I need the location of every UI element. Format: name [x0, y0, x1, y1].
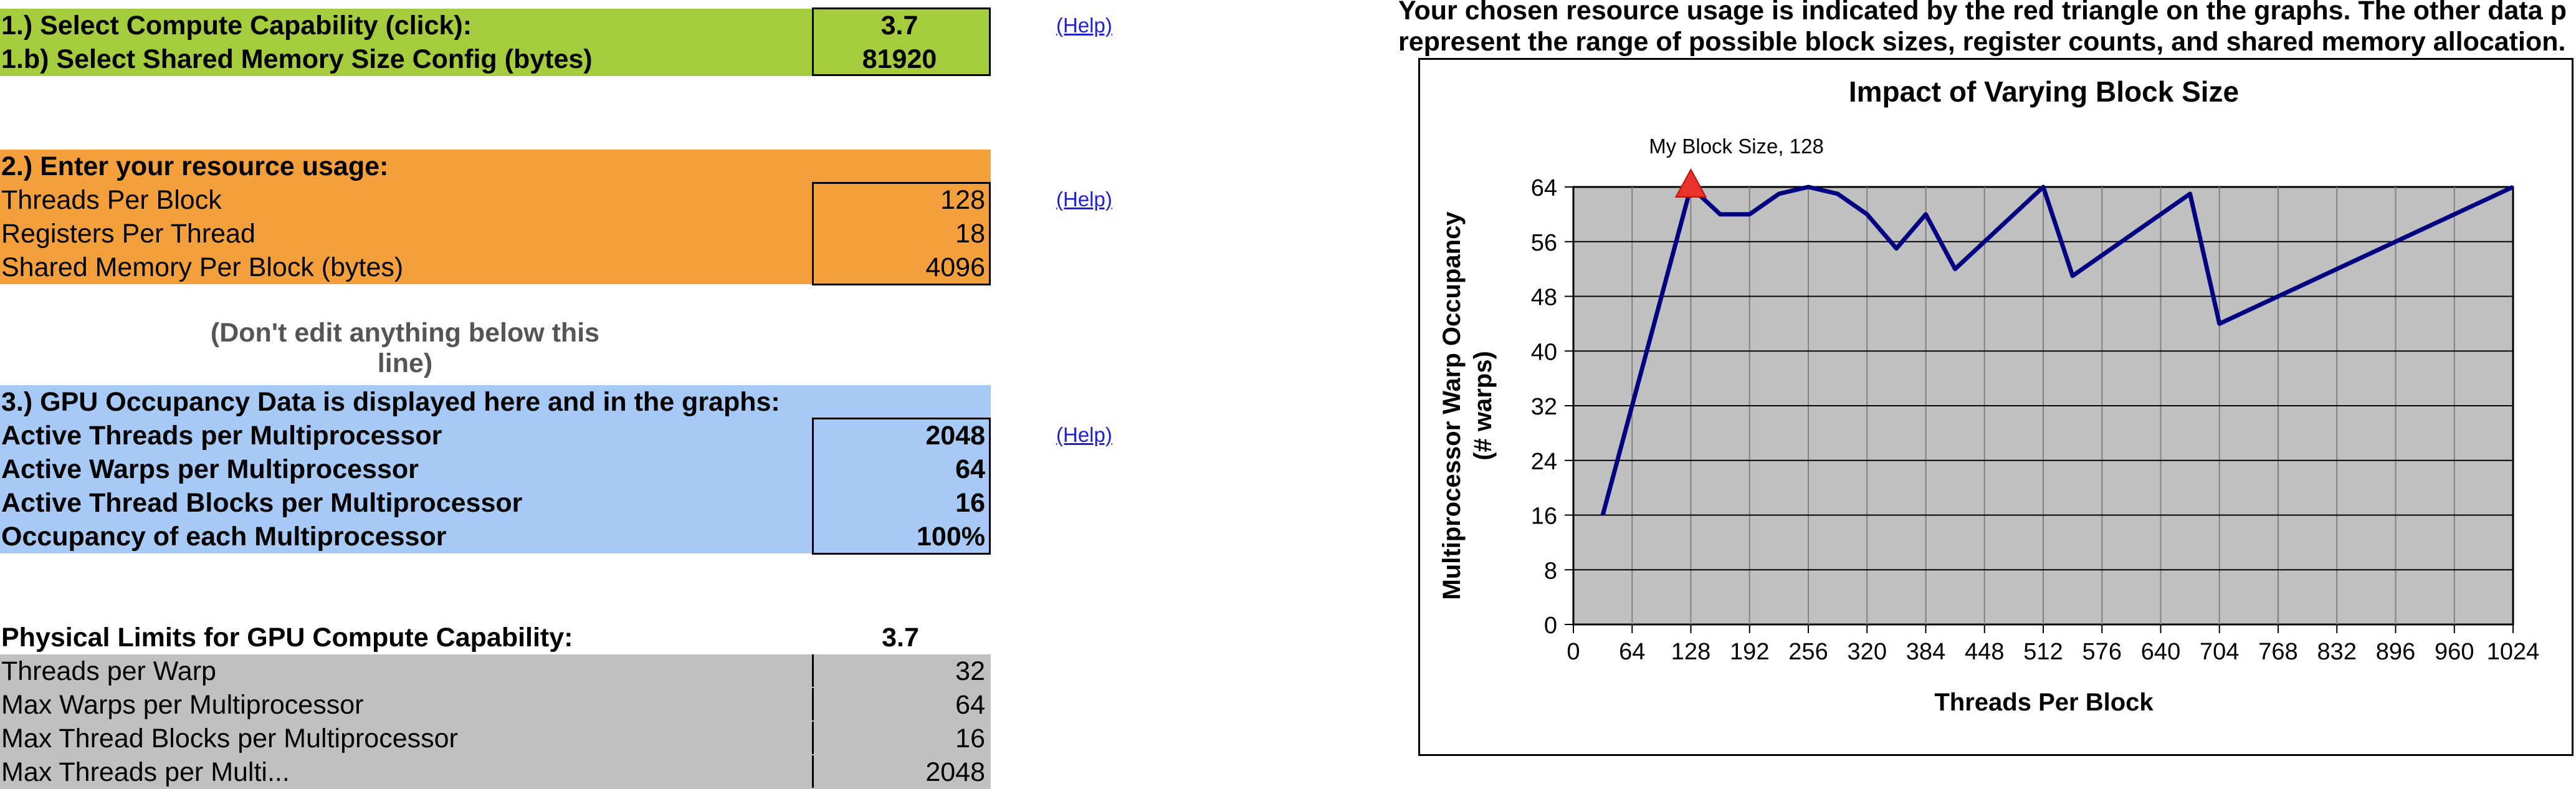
threads-per-block-input[interactable]: 128 — [812, 183, 989, 216]
registers-per-thread-input[interactable]: 18 — [812, 217, 989, 249]
max-warps-value: 64 — [812, 688, 989, 720]
max-warps-label: Max Warps per Multiprocessor — [1, 690, 364, 720]
registers-per-thread-label: Registers Per Thread — [1, 219, 255, 249]
x-tick-label: 1024 — [2487, 639, 2540, 665]
resource-usage-title: 2.) Enter your resource usage: — [1, 151, 389, 181]
x-tick-label: 640 — [2141, 639, 2180, 665]
occupancy-row: Occupancy of each Multiprocessor 100% — [0, 520, 991, 553]
shared-memory-per-block-row: Shared Memory Per Block (bytes) 4096 — [0, 251, 991, 284]
select-smem-config-label: 1.b) Select Shared Memory Size Config (b… — [1, 44, 593, 74]
select-compute-capability-row: 1.) Select Compute Capability (click): 3… — [0, 9, 991, 42]
active-warps-label: Active Warps per Multiprocessor — [1, 454, 419, 484]
active-threads-label: Active Threads per Multiprocessor — [1, 421, 442, 451]
threads-per-warp-row: Threads per Warp 32 — [0, 654, 991, 688]
x-tick-label: 0 — [1567, 639, 1580, 665]
my-block-size-marker — [1674, 168, 1707, 198]
x-axis-label: Threads Per Block — [1934, 689, 2154, 716]
threads-per-block-row: Threads Per Block 128 — [0, 183, 991, 217]
threads-per-warp-value: 32 — [812, 654, 989, 687]
compute-capability-select[interactable]: 3.7 — [812, 9, 989, 41]
max-blocks-value: 16 — [812, 722, 989, 754]
x-tick-label: 128 — [1671, 639, 1710, 665]
y-tick-label: 16 — [1531, 504, 1557, 530]
block-size-chart: Impact of Varying Block Size 0 8 16 24 32 40 4… — [1418, 58, 2574, 756]
active-threads-value: 2048 — [812, 419, 989, 451]
chart-instructions-line1: Your chosen resource usage is indicated … — [1398, 0, 2567, 26]
occupancy-data-header: 3.) GPU Occupancy Data is displayed here… — [0, 385, 991, 419]
y-tick-label: 48 — [1531, 285, 1557, 311]
active-blocks-label: Active Thread Blocks per Multiprocessor — [1, 488, 523, 518]
do-not-edit-note: (Don't edit anything below this line) — [210, 318, 600, 378]
y-tick-label: 56 — [1531, 230, 1557, 256]
x-tick-label: 320 — [1848, 639, 1887, 665]
occupancy-label: Occupancy of each Multiprocessor — [1, 522, 447, 552]
chart-instructions: Your chosen resource usage is indicated … — [1398, 0, 2567, 57]
shared-memory-per-block-label: Shared Memory Per Block (bytes) — [1, 252, 404, 282]
physical-limits-header: Physical Limits for GPU Compute Capabili… — [0, 621, 991, 654]
x-tick-label: 64 — [1619, 639, 1645, 665]
threads-per-warp-label: Threads per Warp — [1, 656, 216, 686]
x-tick-label: 960 — [2435, 639, 2474, 665]
help-link-resource-usage[interactable]: (Help) — [1056, 188, 1112, 211]
help-link-compute-capability[interactable]: (Help) — [1056, 14, 1112, 37]
smem-config-select[interactable]: 81920 — [812, 42, 989, 75]
physical-limits-title: Physical Limits for GPU Compute Capabili… — [1, 623, 573, 653]
active-blocks-value: 16 — [812, 486, 989, 519]
y-axis-label-line1: Multiprocessor Warp Occupancy — [1438, 211, 1466, 600]
max-threads-row: Max Threads per Multi... 2048 — [0, 755, 991, 789]
active-warps-row: Active Warps per Multiprocessor 64 — [0, 452, 991, 486]
select-compute-capability-label: 1.) Select Compute Capability (click): — [1, 11, 472, 41]
y-tick-label: 40 — [1531, 339, 1557, 365]
y-tick-label: 8 — [1544, 558, 1557, 584]
resource-usage-header: 2.) Enter your resource usage: — [0, 150, 991, 183]
x-tick-label: 512 — [2023, 639, 2063, 665]
active-warps-value: 64 — [812, 452, 989, 485]
y-axis-label-line2: (# warps) — [1469, 351, 1497, 461]
my-block-size-label: My Block Size, 128 — [1649, 135, 1824, 158]
chart-title: Impact of Varying Block Size — [1849, 75, 2239, 108]
max-warps-row: Max Warps per Multiprocessor 64 — [0, 688, 991, 722]
active-threads-row: Active Threads per Multiprocessor 2048 — [0, 419, 991, 452]
x-tick-label: 384 — [1906, 639, 1945, 665]
occupancy-data-title: 3.) GPU Occupancy Data is displayed here… — [1, 387, 780, 417]
max-threads-value: 2048 — [812, 755, 989, 788]
x-tick-label: 448 — [1965, 639, 2004, 665]
x-tick-label: 192 — [1730, 639, 1769, 665]
registers-per-thread-row: Registers Per Thread 18 — [0, 217, 991, 251]
x-tick-label: 832 — [2317, 639, 2357, 665]
max-blocks-label: Max Thread Blocks per Multiprocessor — [1, 724, 458, 753]
y-tick-label: 0 — [1544, 613, 1557, 639]
x-tick-label: 704 — [2200, 639, 2239, 665]
help-link-occupancy[interactable]: (Help) — [1056, 423, 1112, 446]
threads-per-block-label: Threads Per Block — [1, 185, 222, 215]
shared-memory-per-block-input[interactable]: 4096 — [812, 251, 989, 283]
x-tick-label: 576 — [2082, 639, 2122, 665]
occupancy-line — [1600, 184, 2514, 516]
y-tick-label: 32 — [1531, 394, 1557, 420]
y-tick-label: 24 — [1531, 449, 1557, 475]
max-blocks-row: Max Thread Blocks per Multiprocessor 16 — [0, 722, 991, 755]
active-blocks-row: Active Thread Blocks per Multiprocessor … — [0, 486, 991, 520]
max-threads-label: Max Threads per Multi... — [1, 757, 290, 787]
block-size-chart-svg: Impact of Varying Block Size 0 8 16 24 32 40 4… — [1438, 75, 2540, 716]
chart-instructions-line2: represent the range of possible block si… — [1398, 27, 2566, 57]
x-tick-label: 896 — [2376, 639, 2415, 665]
occupancy-value: 100% — [812, 520, 989, 552]
select-smem-config-row: 1.b) Select Shared Memory Size Config (b… — [0, 42, 991, 76]
x-tick-label: 256 — [1788, 639, 1828, 665]
y-tick-label: 64 — [1531, 175, 1557, 201]
x-tick-label: 768 — [2258, 639, 2297, 665]
physical-limits-cc: 3.7 — [882, 623, 919, 653]
